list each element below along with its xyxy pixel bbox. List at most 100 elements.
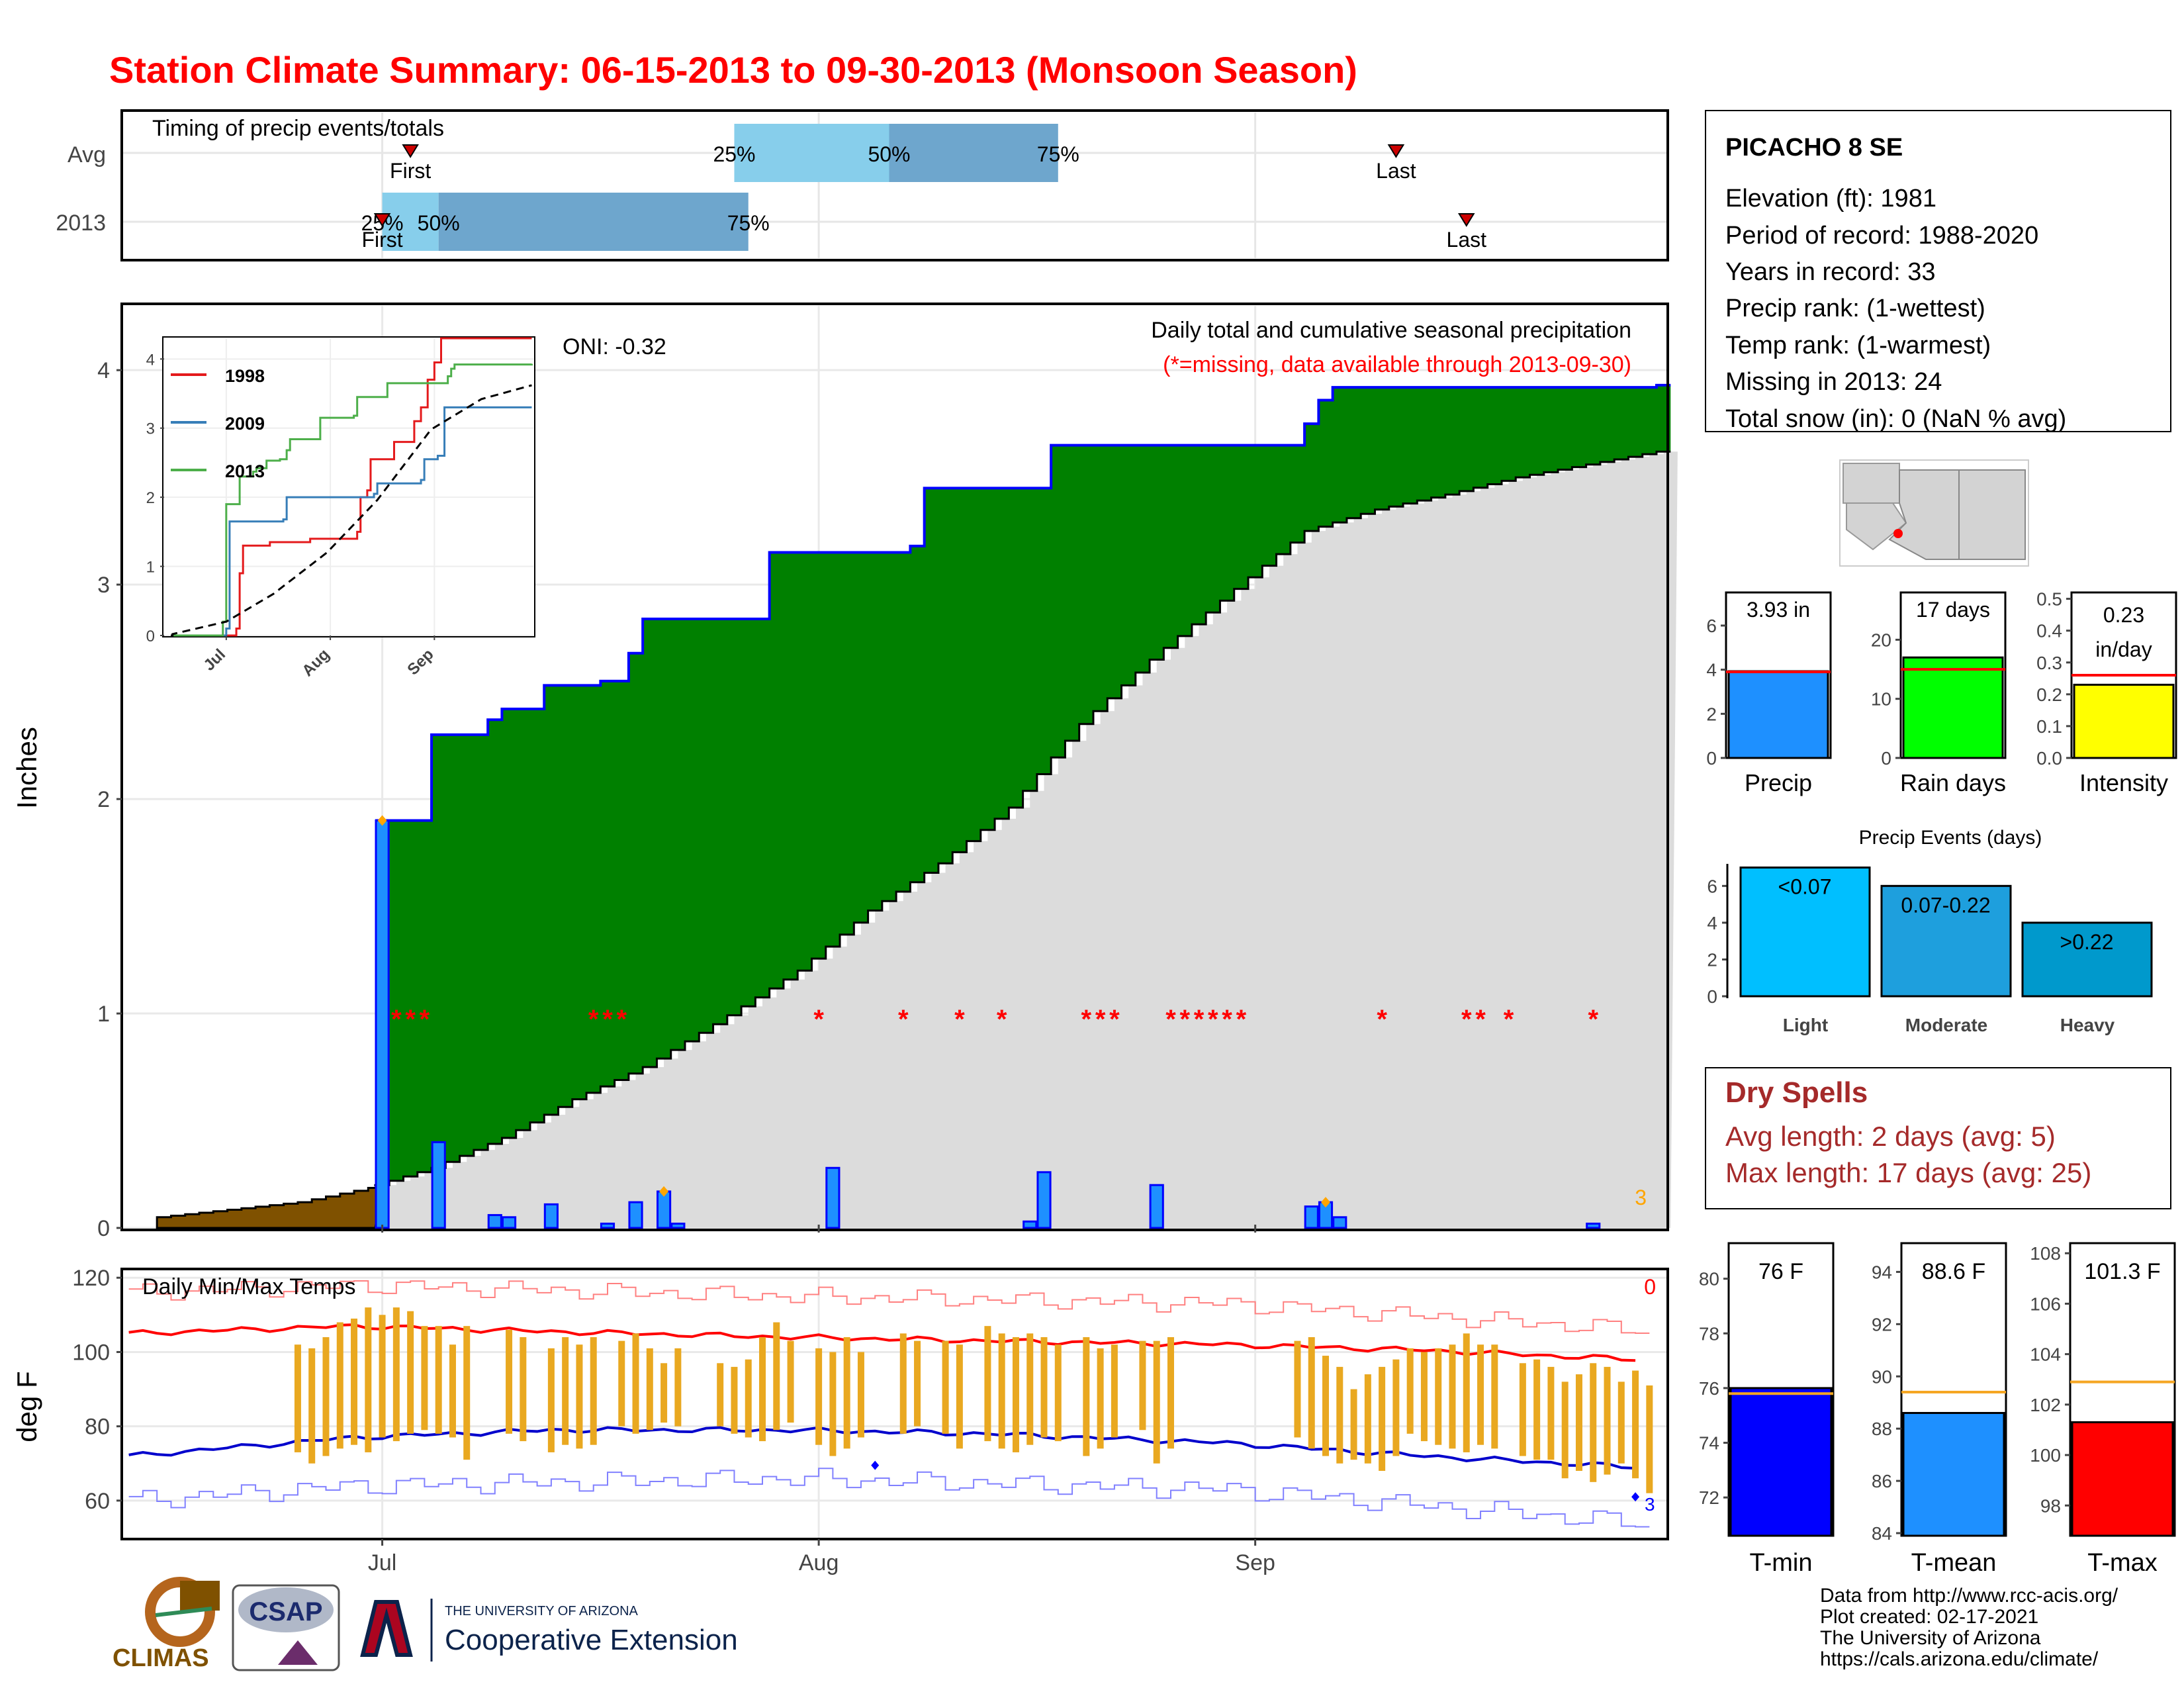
climas-wordmark: CLIMAS [113,1644,209,1672]
timing-first-marker [402,144,419,158]
daily-temp-range [590,1337,597,1445]
daily-temp-range [843,1337,850,1449]
inset-y-tick: 1 [146,559,155,577]
daily-temp-range [379,1315,386,1438]
missing-day-marker: * [1109,1005,1120,1034]
record-max-line [128,1280,1650,1335]
timing-first-label: First [390,159,431,183]
max-marker [1321,1197,1331,1208]
footer-line: https://cals.arizona.edu/climate/ [1820,1648,2099,1670]
footer-line: The University of Arizona [1820,1627,2041,1649]
daily-temp-range [646,1348,653,1430]
events-tick: 0 [1707,986,1717,1007]
temp-y-tick: 100 [72,1340,110,1365]
missing-day-marker: * [1208,1005,1218,1034]
month-axis: Jul Aug Sep [368,1225,1275,1575]
daily-temp-range [1139,1340,1146,1430]
summary-bar-Intensity [2073,683,2175,759]
events-bar-Light [1739,867,1871,998]
daily-temp-range [407,1311,414,1434]
daily-temp-range [1491,1344,1498,1449]
footer-credits: Data from http://www.rcc-acis.org/ Plot … [1820,1585,2118,1670]
tmean-value: 88.6 F [1922,1259,1985,1284]
temp-daily-ranges [294,1307,1653,1502]
timing-pct-label: 75% [1037,142,1079,166]
mini-bar-marks: 0 2 4 6 0 10 20 0.0 0.1 0.2 0.3 0.4 0.5 [1706,589,2176,769]
events-bar-label: <0.07 [1778,875,1832,899]
temp-y-ticks: 60 80 100 120 [72,1266,122,1514]
events-bar-label: 0.07-0.22 [1901,893,1990,917]
timing-last-marker [1387,144,1405,158]
max-marker [659,1186,669,1197]
daily-temp-range [759,1337,766,1442]
summary-tick: 20 [1871,630,1891,650]
summary-tick: 0 [1706,748,1717,769]
daily-temp-range [1040,1337,1048,1438]
events-tick: 6 [1707,876,1717,896]
chart-title: Station Climate Summary: 06-15-2013 to 0… [109,49,1357,91]
daily-temp-range [731,1366,738,1434]
summary-tick: 0.4 [2036,621,2062,641]
daily-temp-range [1083,1337,1090,1456]
daily-temp-range [449,1344,456,1438]
timing-last-label: Last [1376,159,1416,183]
temp-y-tick: 120 [72,1266,110,1291]
csap-mountain [278,1640,318,1665]
missing-day-marker: * [1504,1005,1514,1034]
average-cumulative-area [375,451,1678,1229]
daily-temp-range [632,1333,639,1434]
station-box [1705,110,2171,432]
logo-climas: CLIMAS [113,1577,220,1672]
daily-temp-range [745,1359,752,1438]
events-cat-light: Light [1783,1015,1828,1035]
daily-temp-range [576,1344,583,1449]
daily-precip-bar [825,1166,841,1229]
ua-block-a [360,1600,413,1657]
timing-pct-label: 50% [868,142,910,166]
daily-precip-bar [1023,1220,1038,1229]
timing-last-label: Last [1447,228,1487,252]
missing-day-marker: * [813,1005,824,1034]
timing-row-avg: Avg [68,142,106,167]
missing-day-marker: * [954,1005,965,1034]
daily-temp-range [562,1337,569,1445]
precip-areas [156,383,1678,1229]
raindays-mini-value: 17 days [1916,598,1990,622]
daily-precip-bar [1586,1223,1601,1229]
temp-summary-tick: 102 [2030,1395,2061,1415]
daily-temp-range [463,1326,471,1460]
temp-summary-tick: 84 [1872,1523,1892,1544]
inset-background [162,336,535,637]
tmean-name: T-mean [1911,1549,1997,1577]
station-location-dot [1893,529,1903,538]
station-info: PICACHO 8 SE Elevation (ft): 1981 Period… [1705,110,2171,433]
daily-temp-range [1054,1344,1062,1442]
precip-y-label: Inches [11,727,42,809]
legend-1998: 1998 [225,366,265,386]
surplus-area [375,385,1671,1187]
summary-tick: 10 [1871,689,1891,710]
events-cat-moderate: Moderate [1905,1015,1987,1035]
temp-summary-bar-T-mean [1902,1412,2005,1537]
daily-temp-range [1364,1374,1371,1464]
daily-temp-range [618,1340,625,1427]
temp-summary-tick: 108 [2030,1243,2061,1264]
missing-note: (*=missing, data available through 2013-… [1163,352,1631,377]
csap-wordmark: CSAP [249,1597,322,1626]
temp-summary-tick: 98 [2040,1495,2061,1516]
record-min-line [128,1468,1650,1528]
inset-x-tick: Jul [200,645,229,675]
dry-spells-avg: Avg length: 2 days (avg: 5) [1725,1121,2056,1152]
summary-tick: 0.2 [2036,684,2062,705]
precip-heading: Daily total and cumulative seasonal prec… [1151,318,1631,343]
missing-day-marker: * [1095,1005,1106,1034]
missing-day-marker: * [1194,1005,1205,1034]
temp-summary-tick: 88 [1872,1419,1892,1439]
daily-temp-range [1153,1340,1160,1464]
daily-temp-range [365,1307,372,1452]
daily-precip-bar [375,819,390,1229]
daily-temp-range [942,1340,949,1434]
daily-temp-range [1420,1352,1428,1442]
timing-pct-label: 75% [727,211,770,235]
temp-summary-tick: 74 [1699,1433,1719,1454]
